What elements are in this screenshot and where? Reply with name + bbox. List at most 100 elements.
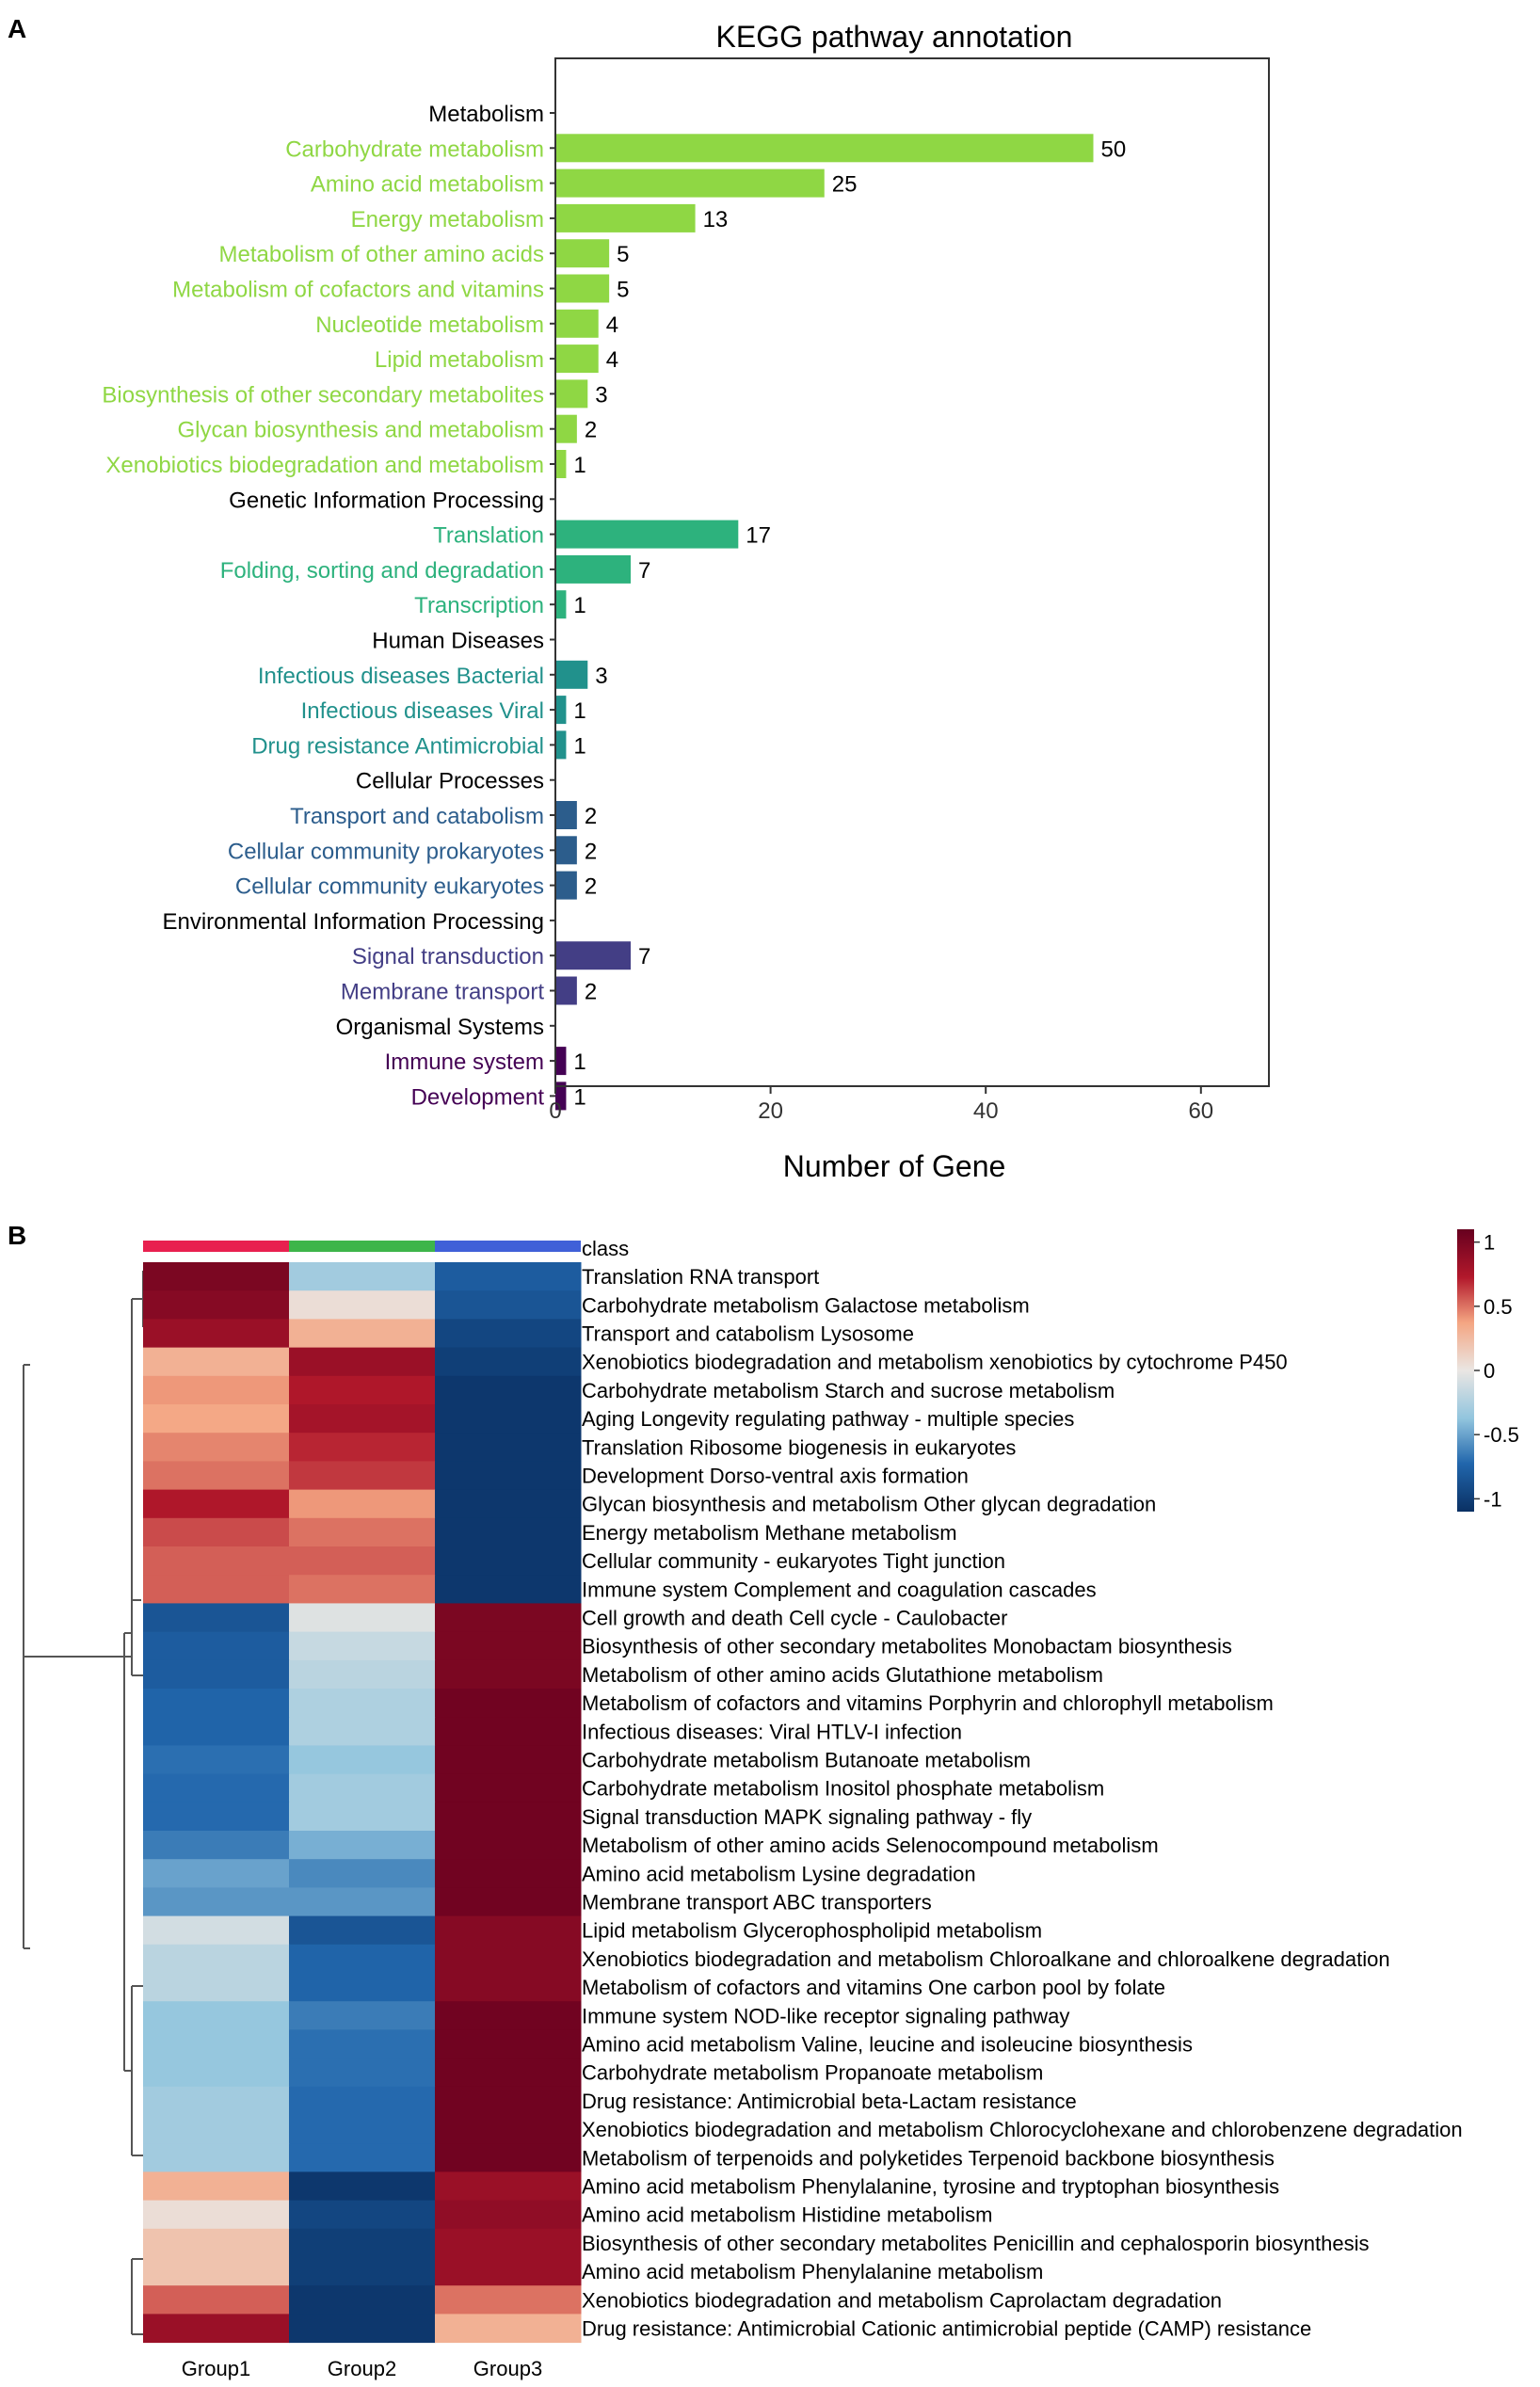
heatmap-cell (435, 1575, 582, 1604)
heatmap-row-label: Metabolism of cofactors and vitamins Por… (582, 1691, 1274, 1715)
heatmap-cell (143, 1347, 290, 1377)
heatmap-cell (435, 1375, 582, 1405)
dendro-cluster-1 (131, 1298, 143, 1676)
heatmap-column-label: Group2 (328, 2357, 396, 2380)
category-label: Amino acid metabolism (311, 172, 544, 198)
heatmap-cell (143, 1659, 290, 1690)
heatmap-cell (143, 1489, 290, 1519)
heatmap-cell (435, 2285, 582, 2315)
heatmap-cell (289, 2058, 436, 2088)
category-label: Immune system (385, 1049, 544, 1075)
heatmap-row-label: Biosynthesis of other secondary metaboli… (582, 2232, 1369, 2255)
bar-value-label: 2 (585, 874, 597, 900)
heatmap-cell (289, 1773, 436, 1803)
heatmap-cell (289, 1347, 436, 1377)
category-header-label: Human Diseases (372, 629, 544, 654)
heatmap-cell (289, 2143, 436, 2172)
bar-value-label: 2 (585, 804, 597, 829)
heatmap-cell (435, 2257, 582, 2286)
bar (555, 660, 588, 689)
category-label: Folding, sorting and degradation (220, 558, 544, 584)
panel-b-dendrogram (23, 1270, 145, 2335)
bar (555, 836, 577, 865)
category-label: Infectious diseases Bacterial (258, 664, 544, 689)
heatmap-cell (289, 1489, 436, 1519)
heatmap-cell (435, 1659, 582, 1690)
heatmap-cell (143, 1631, 290, 1661)
heatmap-cell (143, 1404, 290, 1434)
heatmap-cell (143, 1973, 290, 2002)
heatmap-cell (143, 1689, 290, 1718)
dendro-root (23, 1364, 132, 1949)
panel-b-row-labels: Translation RNA transport Carbohydrate me… (582, 1265, 1463, 2340)
heatmap-cell (435, 1489, 582, 1519)
bar-value-label: 17 (746, 523, 771, 549)
panel-b-label: B (8, 1221, 26, 1250)
heatmap-cell (435, 1859, 582, 1888)
heatmap-cell (289, 1717, 436, 1746)
class-color-strip (289, 1241, 435, 1252)
bar-value-label: 7 (638, 558, 650, 584)
heatmap-cell (289, 2086, 436, 2116)
heatmap-cell (143, 1944, 290, 1974)
heatmap-row-label: Amino acid metabolism Histidine metaboli… (582, 2203, 993, 2227)
heatmap-cell (435, 1944, 582, 1974)
category-label: Drug resistance Antimicrobial (251, 733, 544, 759)
heatmap-row-label: Signal transduction MAPK signaling pathw… (582, 1805, 1032, 1829)
heatmap-row-label: Metabolism of cofactors and vitamins One… (582, 1976, 1165, 1999)
bar (555, 450, 567, 478)
bar (555, 414, 577, 443)
heatmap-cell (143, 1546, 290, 1576)
category-header-label: Environmental Information Processing (162, 909, 544, 935)
bar (555, 1047, 567, 1076)
heatmap-cell (289, 1944, 436, 1974)
bar (555, 976, 577, 1005)
bar (555, 239, 610, 268)
bar-value-label: 7 (638, 944, 650, 969)
heatmap-row-label: Development Dorso-ventral axis formation (582, 1465, 969, 1488)
heatmap-row-label: Carbohydrate metabolism Butanoate metabo… (582, 1749, 1031, 1772)
heatmap-cell (435, 1887, 582, 1917)
heatmap-cell (143, 1887, 290, 1917)
bar-value-label: 1 (573, 1049, 586, 1075)
heatmap-row-label: Xenobiotics biodegradation and metabolis… (582, 1351, 1288, 1374)
bar (555, 344, 599, 374)
category-label: Development (411, 1084, 545, 1110)
heatmap-cell (143, 2058, 290, 2088)
heatmap-cell (289, 1290, 436, 1320)
heatmap-cell (143, 2001, 290, 2030)
bar-value-label: 5 (617, 278, 629, 303)
heatmap-cell (289, 1659, 436, 1690)
heatmap-row-label: Amino acid metabolism Phenylalanine meta… (582, 2260, 1043, 2283)
bar-value-label: 2 (585, 839, 597, 864)
panel-b-heatmap-cells (143, 1262, 582, 2344)
bar (555, 379, 588, 409)
heatmap-cell (143, 1262, 290, 1291)
heatmap-row-label: Infectious diseases: Viral HTLV-I infect… (582, 1720, 962, 1743)
category-header-label: Cellular Processes (356, 769, 544, 794)
heatmap-row-label: Xenobiotics biodegradation and metabolis… (582, 1947, 1390, 1971)
panel-a-plot-frame (554, 57, 1270, 1087)
heatmap-cell (435, 2029, 582, 2059)
heatmap-row-label: Amino acid metabolism Valine, leucine an… (582, 2033, 1193, 2057)
bar-value-label: 1 (573, 733, 586, 759)
heatmap-cell (289, 1887, 436, 1917)
heatmap-cell (435, 1773, 582, 1803)
heatmap-cell (289, 1802, 436, 1832)
bar (555, 309, 599, 338)
bar (555, 730, 567, 760)
bar-value-label: 2 (585, 418, 597, 443)
heatmap-cell (143, 1433, 290, 1462)
category-label: Cellular community eukaryotes (235, 874, 544, 900)
heatmap-row-label: Cellular community - eukaryotes Tight ju… (582, 1549, 1005, 1573)
bar (555, 168, 825, 198)
heatmap-cell (435, 1461, 582, 1491)
category-label: Transcription (414, 593, 544, 618)
heatmap-cell (289, 2001, 436, 2030)
x-tick-label: 40 (973, 1098, 999, 1124)
heatmap-row-label: Immune system NOD-like receptor signalin… (582, 2004, 1069, 2027)
panel-b-colorbar (1457, 1229, 1474, 1512)
heatmap-row-label: Metabolism of terpenoids and polyketides… (582, 2146, 1275, 2170)
heatmap-cell (435, 2171, 582, 2202)
